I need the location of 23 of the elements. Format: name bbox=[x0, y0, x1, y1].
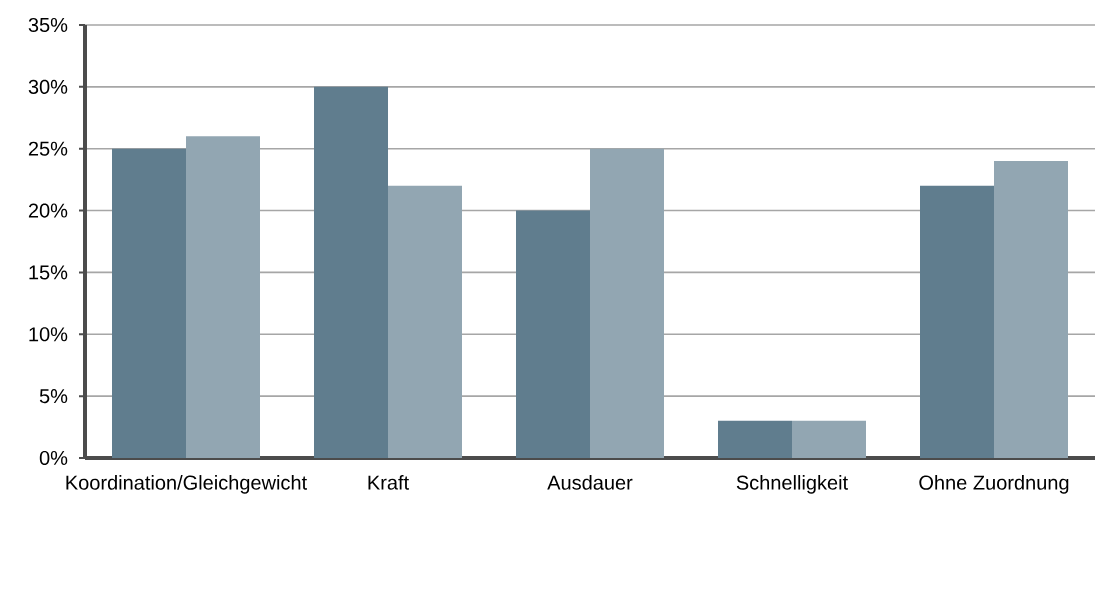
bar bbox=[920, 185, 994, 458]
y-tick-label: 10% bbox=[29, 327, 68, 342]
y-tick-label: 0% bbox=[39, 450, 68, 466]
x-tick-label: Koordination/Gleichgewicht bbox=[66, 475, 307, 494]
x-tick-label: Schnelligkeit bbox=[736, 475, 848, 494]
x-tick-label: Kraft bbox=[368, 475, 409, 490]
y-tick-label: 15% bbox=[29, 265, 68, 280]
x-tick-label: Ohne Zuordnung bbox=[919, 475, 1069, 494]
y-tick-label: 25% bbox=[28, 141, 68, 156]
bar bbox=[186, 136, 261, 458]
x-tick-label: Ausdauer bbox=[547, 475, 633, 490]
bar bbox=[718, 420, 792, 458]
bar bbox=[590, 148, 664, 458]
bar bbox=[112, 148, 186, 458]
bar bbox=[792, 420, 866, 458]
y-tick-label: 20% bbox=[28, 203, 68, 218]
y-tick-label: 30% bbox=[28, 79, 68, 94]
y-tick-label: 35% bbox=[28, 17, 68, 33]
bar bbox=[314, 86, 389, 458]
bar bbox=[516, 210, 590, 458]
y-tick-label: 5% bbox=[39, 389, 68, 404]
bar bbox=[388, 185, 462, 458]
bar bbox=[994, 161, 1068, 458]
